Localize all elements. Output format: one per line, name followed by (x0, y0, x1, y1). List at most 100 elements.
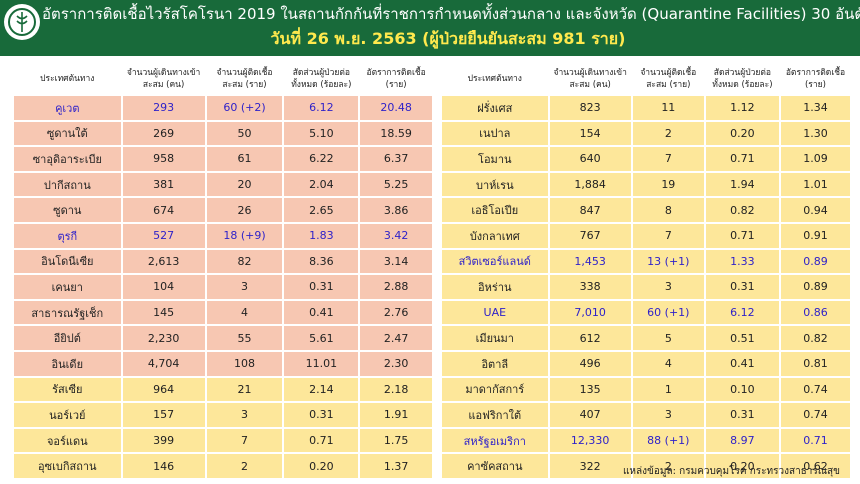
cell-rate: 1.34 (780, 96, 850, 120)
cell-infected: 55 (206, 326, 283, 350)
cell-country: ซาอุดิอาระเบีย (14, 147, 121, 171)
cell-rate: 0.86 (780, 300, 850, 325)
cell-share: 0.82 (705, 198, 779, 222)
table-row: อิหร่าน 338 3 0.31 0.89 (442, 275, 850, 299)
cell-share: 0.31 (705, 275, 779, 299)
cell-rate: 1.91 (360, 403, 432, 427)
table-row: สหรัฐอเมริกา 12,330 88 (+1) 8.97 0.71 (442, 428, 850, 453)
table-row: เนปาล 154 2 0.20 1.30 (442, 121, 850, 146)
cell-share: 11.01 (284, 351, 359, 376)
cell-infected: 88 (+1) (632, 428, 704, 453)
cell-infected: 61 (206, 147, 283, 171)
table-row: จอร์แดน 399 7 0.71 1.75 (14, 428, 432, 453)
table-row: ซูดานใต้ 269 50 5.10 18.59 (14, 121, 432, 146)
cell-share: 5.10 (284, 121, 359, 146)
table-row: สาธารณรัฐเช็ก 145 4 0.41 2.76 (14, 300, 432, 325)
cell-country: เคนยา (14, 275, 121, 299)
left-table: ประเทศต้นทาง จำนวนผู้เดินทางเข้าสะสม (คน… (12, 62, 434, 480)
table-row: ฝรั่งเศส 823 11 1.12 1.34 (442, 96, 850, 120)
cell-country: สาธารณรัฐเช็ก (14, 300, 121, 325)
table-row: อุซเบกิสถาน 146 2 0.20 1.37 (14, 454, 432, 478)
cell-infected: 11 (632, 96, 704, 120)
col-header-infected: จำนวนผู้ติดเชื้อสะสม (ราย) (632, 64, 704, 94)
cell-rate: 0.74 (780, 403, 850, 427)
cell-infected: 3 (632, 403, 704, 427)
cell-infected: 7 (632, 147, 704, 171)
cell-country: ปากีสถาน (14, 172, 121, 197)
table-row: แอฟริกาใต้ 407 3 0.31 0.74 (442, 403, 850, 427)
cell-travelers: 154 (549, 121, 631, 146)
cell-country: มาดากัสการ์ (442, 377, 548, 402)
cell-share: 6.12 (705, 300, 779, 325)
cell-travelers: 157 (122, 403, 205, 427)
cell-travelers: 381 (122, 172, 205, 197)
cell-country: คูเวต (14, 96, 121, 120)
cell-infected: 13 (+1) (632, 249, 704, 274)
cell-infected: 1 (632, 377, 704, 402)
table-row: เคนยา 104 3 0.31 2.88 (14, 275, 432, 299)
col-header-rate: อัตราการติดเชื้อ (ราย) (360, 64, 432, 94)
table-row: อินโดนีเซีย 2,613 82 8.36 3.14 (14, 249, 432, 274)
cell-infected: 3 (206, 403, 283, 427)
cell-rate: 3.86 (360, 198, 432, 222)
cell-infected: 4 (206, 300, 283, 325)
col-header-country: ประเทศต้นทาง (442, 64, 548, 94)
cell-rate: 1.09 (780, 147, 850, 171)
cell-share: 6.22 (284, 147, 359, 171)
cell-country: สหรัฐอเมริกา (442, 428, 548, 453)
left-table-body: คูเวต 293 60 (+2) 6.12 20.48 ซูดานใต้ 269 50 5.1… (14, 96, 432, 478)
cell-travelers: 958 (122, 147, 205, 171)
cell-travelers: 146 (122, 454, 205, 478)
table-row: เอธิโอเปีย 847 8 0.82 0.94 (442, 198, 850, 222)
cell-rate: 0.91 (780, 223, 850, 248)
cell-infected: 2 (632, 454, 704, 478)
cell-country: อินเดีย (14, 351, 121, 376)
page-title: อัตราการติดเชื้อไวรัสโคโรนา 2019 ในสถานก… (42, 5, 860, 23)
cell-infected: 2 (206, 454, 283, 478)
cell-rate: 0.94 (780, 198, 850, 222)
cell-travelers: 293 (122, 96, 205, 120)
cell-country: นอร์เวย์ (14, 403, 121, 427)
cell-infected: 19 (632, 172, 704, 197)
cell-travelers: 674 (122, 198, 205, 222)
table-row: คาซัคสถาน 322 2 0.20 0.62 (442, 454, 850, 478)
cell-rate: 20.48 (360, 96, 432, 120)
cell-infected: 7 (632, 223, 704, 248)
cell-travelers: 612 (549, 326, 631, 350)
cell-country: อุซเบกิสถาน (14, 454, 121, 478)
right-table: ประเทศต้นทาง จำนวนผู้เดินทางเข้าสะสม (คน… (440, 62, 852, 480)
table-row: ซาอุดิอาระเบีย 958 61 6.22 6.37 (14, 147, 432, 171)
cell-travelers: 7,010 (549, 300, 631, 325)
cell-share: 0.31 (705, 403, 779, 427)
cell-infected: 60 (+1) (632, 300, 704, 325)
cell-share: 0.31 (284, 403, 359, 427)
page-subtitle: วันที่ 26 พ.ย. 2563 (ผู้ป่วยยืนยันสะสม 9… (270, 29, 626, 48)
cell-travelers: 322 (549, 454, 631, 478)
cell-share: 0.20 (284, 454, 359, 478)
cell-travelers: 12,330 (549, 428, 631, 453)
cell-rate: 5.25 (360, 172, 432, 197)
cell-rate: 0.82 (780, 326, 850, 350)
cell-country: บาห์เรน (442, 172, 548, 197)
cell-rate: 0.89 (780, 249, 850, 274)
cell-country: บังกลาเทศ (442, 223, 548, 248)
cell-share: 6.12 (284, 96, 359, 120)
cell-share: 1.94 (705, 172, 779, 197)
table-row: โอมาน 640 7 0.71 1.09 (442, 147, 850, 171)
cell-travelers: 496 (549, 351, 631, 376)
cell-rate: 3.42 (360, 223, 432, 248)
cell-travelers: 527 (122, 223, 205, 248)
cell-infected: 60 (+2) (206, 96, 283, 120)
cell-country: ซูดานใต้ (14, 121, 121, 146)
source-note: แหล่งข้อมูล: กรมควบคุมโรค กระทรวงสาธารณส… (622, 466, 840, 477)
right-table-body: ฝรั่งเศส 823 11 1.12 1.34 เนปาล 154 2 0.20 1.30 โอ… (442, 96, 850, 478)
table-row: นอร์เวย์ 157 3 0.31 1.91 (14, 403, 432, 427)
cell-share: 8.36 (284, 249, 359, 274)
cell-country: อินโดนีเซีย (14, 249, 121, 274)
cell-travelers: 104 (122, 275, 205, 299)
cell-country: อิตาลี (442, 351, 548, 376)
cell-country: อียิปต์ (14, 326, 121, 350)
ministry-logo-icon (4, 4, 40, 40)
table-row: บาห์เรน 1,884 19 1.94 1.01 (442, 172, 850, 197)
cell-rate: 2.88 (360, 275, 432, 299)
